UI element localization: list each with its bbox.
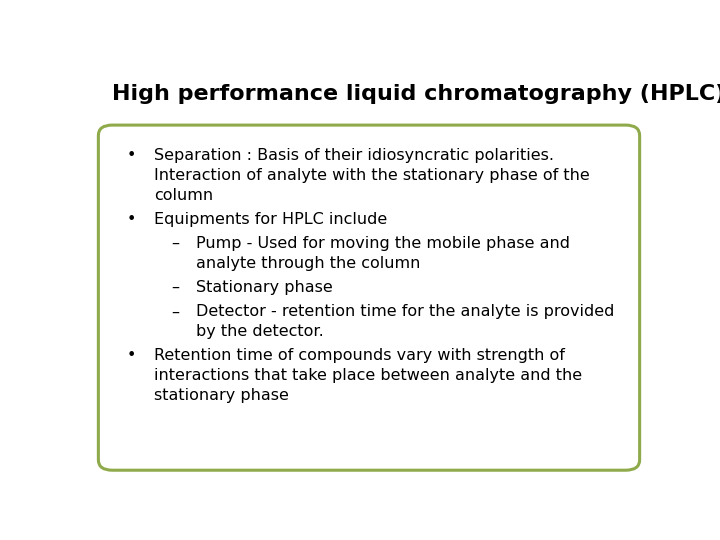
Text: by the detector.: by the detector. [196, 324, 324, 339]
Text: Equipments for HPLC include: Equipments for HPLC include [154, 212, 387, 227]
Text: •: • [126, 148, 135, 163]
Text: •: • [126, 348, 135, 363]
Text: Detector - retention time for the analyte is provided: Detector - retention time for the analyt… [196, 305, 614, 319]
Text: analyte through the column: analyte through the column [196, 256, 420, 271]
FancyBboxPatch shape [99, 125, 639, 470]
Text: –: – [171, 280, 179, 295]
Text: •: • [126, 212, 135, 227]
Text: interactions that take place between analyte and the: interactions that take place between ana… [154, 368, 582, 383]
Text: –: – [171, 305, 179, 319]
Text: Separation : Basis of their idiosyncratic polarities.: Separation : Basis of their idiosyncrati… [154, 148, 554, 163]
Text: Retention time of compounds vary with strength of: Retention time of compounds vary with st… [154, 348, 565, 363]
Text: –: – [171, 236, 179, 251]
Text: stationary phase: stationary phase [154, 388, 289, 403]
Text: Pump - Used for moving the mobile phase and: Pump - Used for moving the mobile phase … [196, 236, 570, 251]
Text: column: column [154, 188, 213, 203]
Text: High performance liquid chromatography (HPLC): High performance liquid chromatography (… [112, 84, 720, 104]
Text: Stationary phase: Stationary phase [196, 280, 333, 295]
Text: Interaction of analyte with the stationary phase of the: Interaction of analyte with the stationa… [154, 168, 590, 183]
